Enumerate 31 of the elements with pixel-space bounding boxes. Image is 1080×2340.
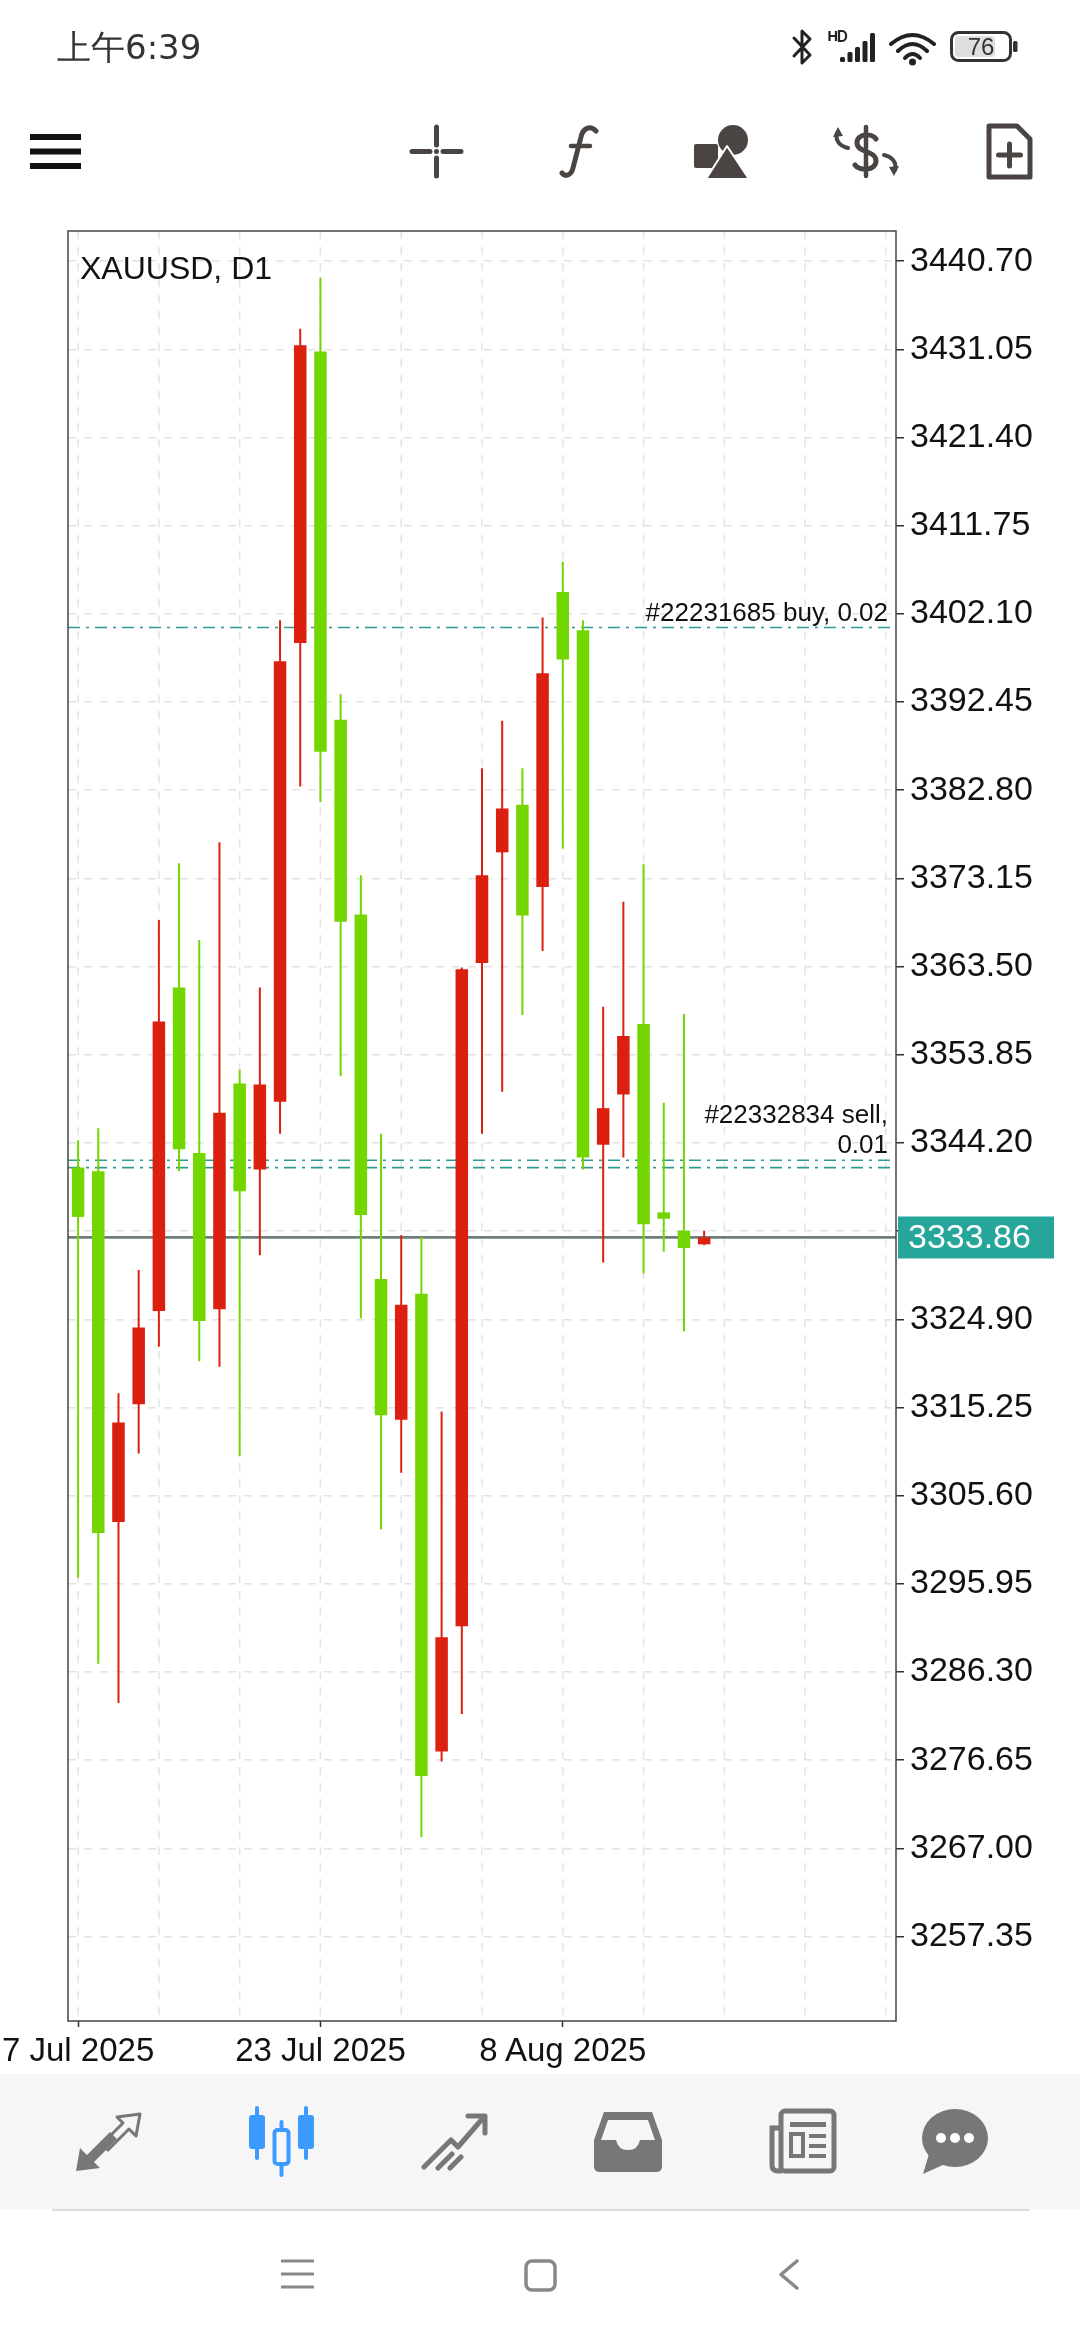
- y-tick-label: 3440.70: [910, 239, 1033, 278]
- text: XAUUSD, D1: [80, 250, 273, 286]
- y-tick-label: 3305.60: [910, 1473, 1033, 1512]
- y-tick-label: 3373.15: [910, 856, 1033, 895]
- y-tick-label: 3411.75: [910, 504, 1031, 543]
- x-tick-label: 7 Jul 2025: [1, 2030, 155, 2068]
- y-tick-label: 3257.35: [910, 1914, 1033, 1953]
- y-tick-label: 3402.10: [910, 592, 1033, 631]
- candlestick: [495, 719, 509, 1093]
- ref-line-label: 3333.86: [908, 1216, 1031, 1255]
- y-tick-label: 3363.50: [910, 944, 1033, 983]
- y-tick-label: 3315.25: [910, 1385, 1033, 1424]
- y-tick-label: 3267.00: [910, 1826, 1033, 1865]
- x-tick-label: 23 Jul 2025: [235, 2030, 406, 2068]
- y-tick-label: 3382.80: [910, 768, 1033, 807]
- text: 上午6:39: [57, 26, 202, 69]
- candlestick: [677, 1013, 691, 1333]
- ref-line-label: #22332834 sell, 0.01: [704, 1099, 888, 1160]
- y-tick-label: 3324.90: [910, 1297, 1033, 1336]
- candlestick: [657, 1101, 671, 1253]
- y-tick-label: 3353.85: [910, 1033, 1033, 1072]
- y-tick-label: 3344.20: [910, 1121, 1033, 1160]
- y-tick-label: 3286.30: [910, 1650, 1033, 1689]
- x-tick-label: 8 Aug 2025: [479, 2030, 647, 2068]
- ref-line-label: #22231685 buy, 0.02: [645, 596, 888, 627]
- y-tick-label: 3276.65: [910, 1738, 1033, 1777]
- candlestick: [71, 1139, 85, 1579]
- y-tick-label: 3431.05: [910, 327, 1033, 366]
- y-tick-label: 3421.40: [910, 415, 1033, 454]
- y-tick-label: 3392.45: [910, 680, 1033, 719]
- y-tick-label: 3295.95: [910, 1562, 1033, 1601]
